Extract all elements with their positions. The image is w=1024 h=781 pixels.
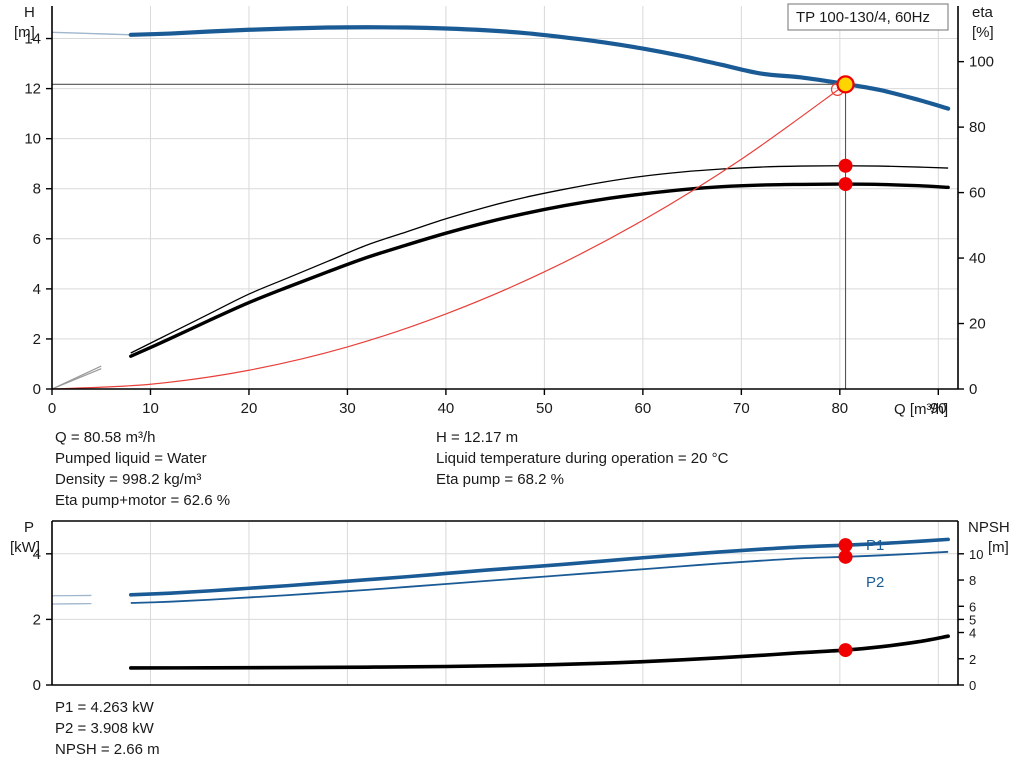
p1-operating-dot <box>838 538 853 553</box>
p1-curve <box>128 537 950 597</box>
tick-label-npsh: 2 <box>969 652 976 667</box>
pump-model-title-box <box>787 3 949 31</box>
top-chart-vertical-gridlines <box>149 6 939 389</box>
tick-label-eta: 80 <box>969 119 986 136</box>
top-chart-x-label: Q [m³/h] <box>894 401 948 418</box>
top-chart-y-right-label: eta <box>972 4 994 21</box>
tick-label-q: 60 <box>635 400 652 417</box>
tick-label-h: 12 <box>24 81 41 98</box>
tick-label-q: 50 <box>536 400 553 417</box>
tick-label-npsh: 4 <box>969 626 976 641</box>
top-chart-right-ticks: 0 20 40 60 80 100 <box>958 54 994 398</box>
bottom-chart-right-ticks: 0 2 4 6 8 10 5 <box>958 547 983 693</box>
pump-model-title: TP 100-130/4, 60Hz <box>796 9 930 26</box>
bottom-chart-group: 0 2 4 0 2 4 6 8 10 5 P [kW] NPSH [m] P1 P2 <box>10 519 1010 694</box>
operating-info-left: Q = 80.58 m³/h Pumped liquid = Water Den… <box>55 427 230 511</box>
info-line-pumped-liquid: Pumped liquid = Water <box>55 450 207 467</box>
tick-label-h: 14 <box>24 31 41 48</box>
info-line-p2: P2 = 3.908 kW <box>55 720 154 737</box>
bottom-chart-y-left-unit: [kW] <box>10 539 40 556</box>
head-curve-faint <box>51 31 131 36</box>
tick-label-h: 8 <box>33 181 41 198</box>
eta-pump-motor-operating-dot <box>838 177 853 192</box>
series-label-p2: P2 <box>866 574 884 591</box>
tick-label-eta: 0 <box>969 381 977 398</box>
top-chart-curves <box>51 25 951 390</box>
eta-pump-motor-curve-faint <box>51 368 102 390</box>
info-line-p1: P1 = 4.263 kW <box>55 699 154 716</box>
info-line-liquid-temperature: Liquid temperature during operation = 20… <box>436 450 729 467</box>
top-chart-y-left-unit: [m] <box>14 24 35 41</box>
operating-info-right: H = 12.17 m Liquid temperature during op… <box>436 427 728 490</box>
tick-label-p: 4 <box>33 546 41 563</box>
tick-label-h: 4 <box>33 281 41 298</box>
npsh-operating-dot <box>838 643 853 658</box>
tick-label-p: 2 <box>33 611 41 628</box>
top-chart-y-left-label: H <box>24 4 35 21</box>
bottom-chart-left-ticks: 0 2 4 <box>33 546 52 694</box>
eta-pump-curve <box>130 165 949 354</box>
bottom-chart-operating-point <box>838 538 853 658</box>
info-line-flow: Q = 80.58 m³/h <box>55 429 156 446</box>
system-curve <box>51 83 846 390</box>
tick-label-q: 70 <box>733 400 750 417</box>
eta-pump-motor-curve <box>129 182 950 358</box>
operating-point-marker <box>836 75 855 94</box>
tick-label-eta: 100 <box>969 54 994 71</box>
top-chart-left-ticks: 0 2 4 6 8 10 12 14 <box>24 31 52 398</box>
bottom-chart-y-right-label: NPSH <box>968 519 1010 536</box>
tick-label-h: 0 <box>33 381 41 398</box>
top-chart-group: 0 2 4 6 8 10 12 14 0 20 40 60 80 100 0 10 20 30 40 50 60 70… <box>14 3 994 418</box>
tick-label-npsh-extra: 5 <box>969 612 976 627</box>
npsh-curve <box>128 634 950 670</box>
tick-label-q: 40 <box>438 400 455 417</box>
p2-operating-dot <box>838 549 853 564</box>
tick-label-p: 0 <box>33 677 41 694</box>
tick-label-q: 20 <box>241 400 258 417</box>
series-label-p1: P1 <box>866 537 884 554</box>
eta-pump-operating-dot <box>838 158 853 173</box>
tick-label-npsh: 10 <box>969 547 983 562</box>
tick-label-q: 90 <box>930 400 947 417</box>
info-line-eta-pump: Eta pump = 68.2 % <box>436 471 564 488</box>
bottom-chart-y-left-label: P <box>24 519 34 536</box>
tick-label-h: 6 <box>33 231 41 248</box>
top-chart-operating-point <box>52 75 855 389</box>
tick-label-h: 2 <box>33 331 41 348</box>
tick-label-npsh: 8 <box>969 573 976 588</box>
info-line-eta-pump-motor: Eta pump+motor = 62.6 % <box>55 492 231 509</box>
tick-label-q: 0 <box>48 400 56 417</box>
top-chart-y-right-unit: [%] <box>972 24 994 41</box>
p2-curve <box>130 550 949 604</box>
top-chart-horizontal-gridlines <box>52 38 958 340</box>
tick-label-eta: 40 <box>969 250 986 267</box>
tick-label-npsh: 6 <box>969 599 976 614</box>
tick-label-npsh: 0 <box>969 678 976 693</box>
tick-label-q: 80 <box>831 400 848 417</box>
bottom-chart-y-right-unit: [m] <box>988 539 1009 556</box>
tick-label-h: 10 <box>24 131 41 148</box>
bottom-chart-horizontal-gridlines <box>52 553 958 620</box>
tick-label-eta: 60 <box>969 185 986 202</box>
info-line-npsh: NPSH = 2.66 m <box>55 741 160 758</box>
info-line-density: Density = 998.2 kg/m³ <box>55 471 202 488</box>
tick-label-q: 30 <box>339 400 356 417</box>
bottom-chart-curves <box>51 537 950 670</box>
tick-label-eta: 20 <box>969 316 986 333</box>
tick-label-q: 10 <box>142 400 159 417</box>
top-chart-bottom-ticks: 0 10 20 30 40 50 60 70 80 90 <box>48 389 947 417</box>
power-info-block: P1 = 4.263 kW P2 = 3.908 kW NPSH = 2.66 … <box>55 697 160 760</box>
head-curve <box>128 25 951 111</box>
info-line-head: H = 12.17 m <box>436 429 519 446</box>
